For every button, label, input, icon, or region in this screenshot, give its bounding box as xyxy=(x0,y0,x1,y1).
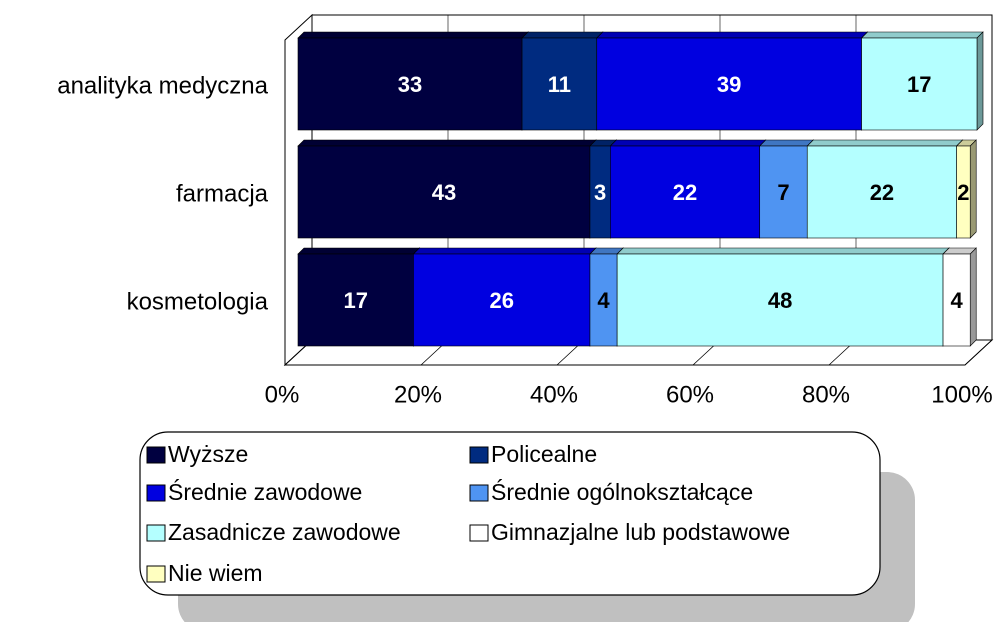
data-label: 4 xyxy=(951,288,964,313)
legend-label: Gimnazjalne lub podstawowe xyxy=(491,519,790,545)
x-tick-label: 40% xyxy=(530,381,578,408)
x-tick-label: 20% xyxy=(394,381,442,408)
legend-swatch xyxy=(146,446,166,464)
bar-top xyxy=(297,247,421,255)
x-tick-label: 80% xyxy=(802,381,850,408)
category-label: analityka medyczna xyxy=(57,72,268,99)
legend-label: Nie wiem xyxy=(168,560,263,586)
bar-top xyxy=(521,31,604,39)
category-label: kosmetologia xyxy=(127,288,269,315)
tick-mark xyxy=(964,339,993,366)
bar-side xyxy=(969,139,977,239)
x-tick-label: 60% xyxy=(666,381,714,408)
bar-top xyxy=(297,31,529,39)
legend-label: Zasadnicze zawodowe xyxy=(168,519,401,545)
legend-label: Policealne xyxy=(491,441,597,467)
data-label: 4 xyxy=(597,288,610,313)
legend-label: Wyższe xyxy=(168,441,248,467)
bar-top xyxy=(806,139,964,147)
legend-swatch xyxy=(469,446,489,464)
legend-swatch xyxy=(469,524,489,542)
bar-top xyxy=(609,139,767,147)
data-label: 17 xyxy=(343,288,367,313)
legend-label: Średnie ogólnokształcące xyxy=(491,478,753,505)
data-label: 48 xyxy=(768,288,792,313)
bar xyxy=(297,145,591,239)
bar-top xyxy=(596,31,869,39)
legend-label: Średnie zawodowe xyxy=(168,478,362,505)
x-tick-label: 0% xyxy=(265,381,300,408)
bar xyxy=(956,145,971,239)
bar xyxy=(942,253,971,347)
data-label: 39 xyxy=(717,72,741,97)
category-label: farmacja xyxy=(176,180,269,207)
bar-top xyxy=(860,31,984,39)
bar-side xyxy=(969,247,977,347)
data-label: 43 xyxy=(432,180,456,205)
bar-top xyxy=(297,139,597,147)
data-label: 33 xyxy=(398,72,422,97)
bar xyxy=(861,37,978,131)
bar xyxy=(596,37,862,131)
data-label: 2 xyxy=(957,180,969,205)
data-label: 3 xyxy=(594,180,606,205)
legend-swatch xyxy=(146,524,166,542)
legend-swatch xyxy=(146,484,166,502)
bar xyxy=(759,145,808,239)
legend-swatch xyxy=(469,484,489,502)
bar xyxy=(521,37,598,131)
bar-top xyxy=(616,247,950,255)
data-label: 22 xyxy=(870,180,894,205)
bar xyxy=(297,253,414,347)
data-label: 26 xyxy=(489,288,513,313)
data-label: 22 xyxy=(673,180,697,205)
legend-swatch xyxy=(146,565,166,583)
bar-side xyxy=(976,31,984,131)
data-label: 11 xyxy=(548,72,571,97)
data-label: 17 xyxy=(907,72,931,97)
legend xyxy=(139,431,881,596)
data-label: 7 xyxy=(777,180,789,205)
bar xyxy=(589,253,618,347)
bar xyxy=(610,145,761,239)
x-tick-label: 100% xyxy=(931,381,992,408)
bar-top xyxy=(758,139,814,147)
bar xyxy=(616,253,944,347)
bar-top xyxy=(412,247,597,255)
